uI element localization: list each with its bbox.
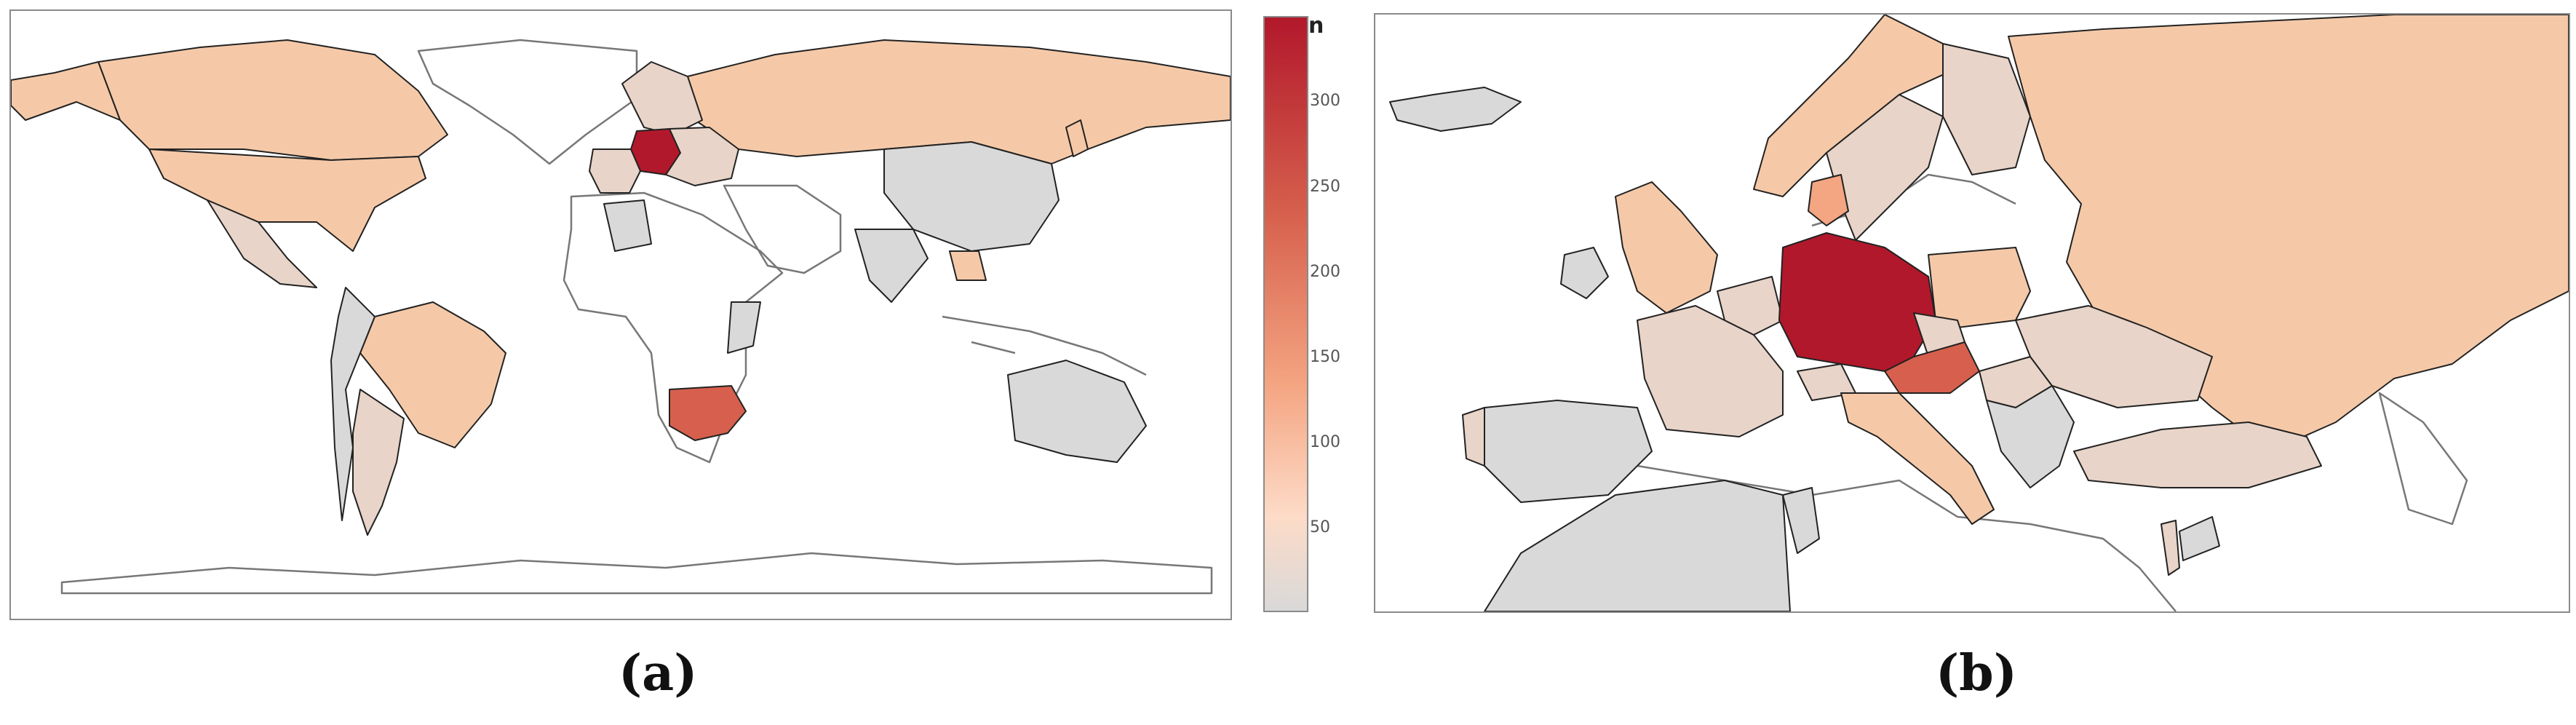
- legend-tick-250: 250: [1310, 178, 1340, 196]
- country-argentina[interactable]: [352, 389, 405, 536]
- country-east-africa[interactable]: [727, 301, 761, 354]
- europe-map-panel[interactable]: [1374, 13, 2570, 613]
- country-benelux[interactable]: [1717, 276, 1784, 336]
- legend-tick-50: 50: [1310, 518, 1330, 536]
- greenland-outline: [417, 39, 638, 165]
- legend-tick-150: 150: [1310, 348, 1340, 366]
- europe-map: [1389, 15, 2569, 611]
- country-iberia[interactable]: [1484, 400, 1653, 503]
- country-scandinavia[interactable]: [621, 61, 703, 135]
- country-france[interactable]: [1637, 305, 1784, 437]
- country-europe-east[interactable]: [665, 127, 739, 186]
- country-australia[interactable]: [1007, 360, 1147, 463]
- north-africa-outline: [1557, 464, 2177, 611]
- country-andes[interactable]: [330, 287, 375, 521]
- world-map-panel[interactable]: [9, 9, 1232, 620]
- country-iceland[interactable]: [1389, 87, 1522, 132]
- middle-east-outline: [723, 184, 842, 274]
- country-southeast-asia[interactable]: [949, 250, 987, 281]
- caspian-outline: [2378, 392, 2468, 526]
- country-west-africa[interactable]: [603, 199, 652, 252]
- legend-title: n: [1308, 13, 1324, 39]
- africa-outline: [562, 191, 784, 464]
- country-ireland[interactable]: [1560, 247, 1609, 299]
- country-europe-west[interactable]: [589, 148, 641, 194]
- country-uk[interactable]: [1615, 181, 1718, 314]
- legend-tick-300: 300: [1310, 92, 1340, 110]
- country-russia[interactable]: [687, 39, 1231, 165]
- country-poland[interactable]: [1928, 247, 2031, 328]
- country-finland[interactable]: [1942, 43, 2031, 175]
- country-brazil[interactable]: [359, 301, 506, 448]
- country-canada[interactable]: [98, 39, 448, 161]
- country-israel[interactable]: [2160, 520, 2180, 576]
- country-mexico[interactable]: [207, 199, 317, 288]
- country-usa[interactable]: [148, 148, 426, 252]
- country-japan[interactable]: [1065, 119, 1089, 157]
- legend-tick-200: 200: [1310, 263, 1340, 281]
- country-tunisia[interactable]: [1782, 487, 1820, 554]
- country-balkans[interactable]: [1986, 385, 2075, 488]
- country-india[interactable]: [854, 229, 929, 303]
- country-italy[interactable]: [1840, 392, 1995, 525]
- legend-tick-100: 100: [1310, 433, 1340, 451]
- country-alaska[interactable]: [11, 61, 121, 121]
- country-ukraine[interactable]: [2015, 305, 2213, 408]
- antarctica-outline: [60, 552, 1213, 595]
- country-china[interactable]: [883, 141, 1060, 252]
- world-map: [11, 39, 1231, 595]
- southeast-asia-outline: [942, 315, 1147, 376]
- country-portugal[interactable]: [1462, 407, 1485, 467]
- country-germany[interactable]: [1778, 232, 1936, 372]
- country-jordan[interactable]: [2179, 516, 2220, 561]
- country-denmark[interactable]: [1808, 174, 1849, 226]
- panel-a-caption: (a): [619, 644, 698, 702]
- country-south-africa[interactable]: [669, 385, 747, 441]
- color-scale-bar: [1263, 16, 1308, 612]
- panel-b-caption: (b): [1936, 644, 2017, 702]
- country-turkey[interactable]: [2073, 421, 2322, 488]
